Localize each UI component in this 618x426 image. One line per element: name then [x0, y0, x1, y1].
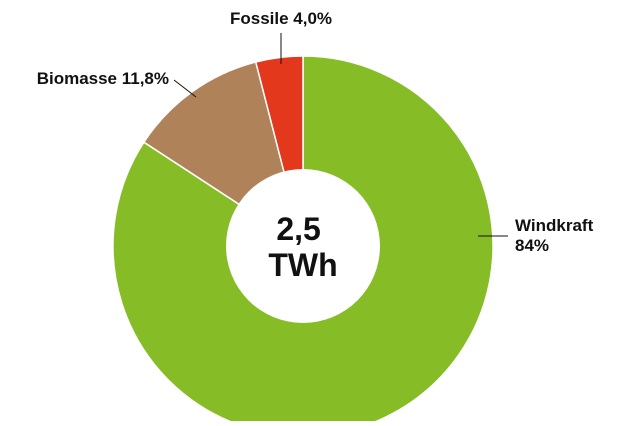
slice-label-line: 84%	[515, 236, 549, 255]
center-unit: TWh	[268, 247, 337, 283]
labels-layer: Windkraft 84% Biomasse 11,8% Fossile 4,0%	[37, 9, 594, 255]
leader-lines-layer	[173, 33, 508, 237]
donut-hole	[226, 169, 380, 323]
center-value: 2,5	[276, 211, 320, 247]
center-total-label: 2,5 TWh	[268, 211, 337, 283]
slice-label-fossile: Fossile 4,0%	[230, 9, 332, 28]
leader-line-biomasse	[173, 79, 197, 98]
slice-label-biomasse: Biomasse 11,8%	[37, 69, 169, 88]
slice-label-line: Biomasse 11,8%	[37, 69, 169, 88]
slice-label-line: Fossile 4,0%	[230, 9, 332, 28]
slice-label-line: Windkraft	[515, 216, 594, 235]
slice-label-windkraft: Windkraft 84%	[515, 216, 594, 255]
